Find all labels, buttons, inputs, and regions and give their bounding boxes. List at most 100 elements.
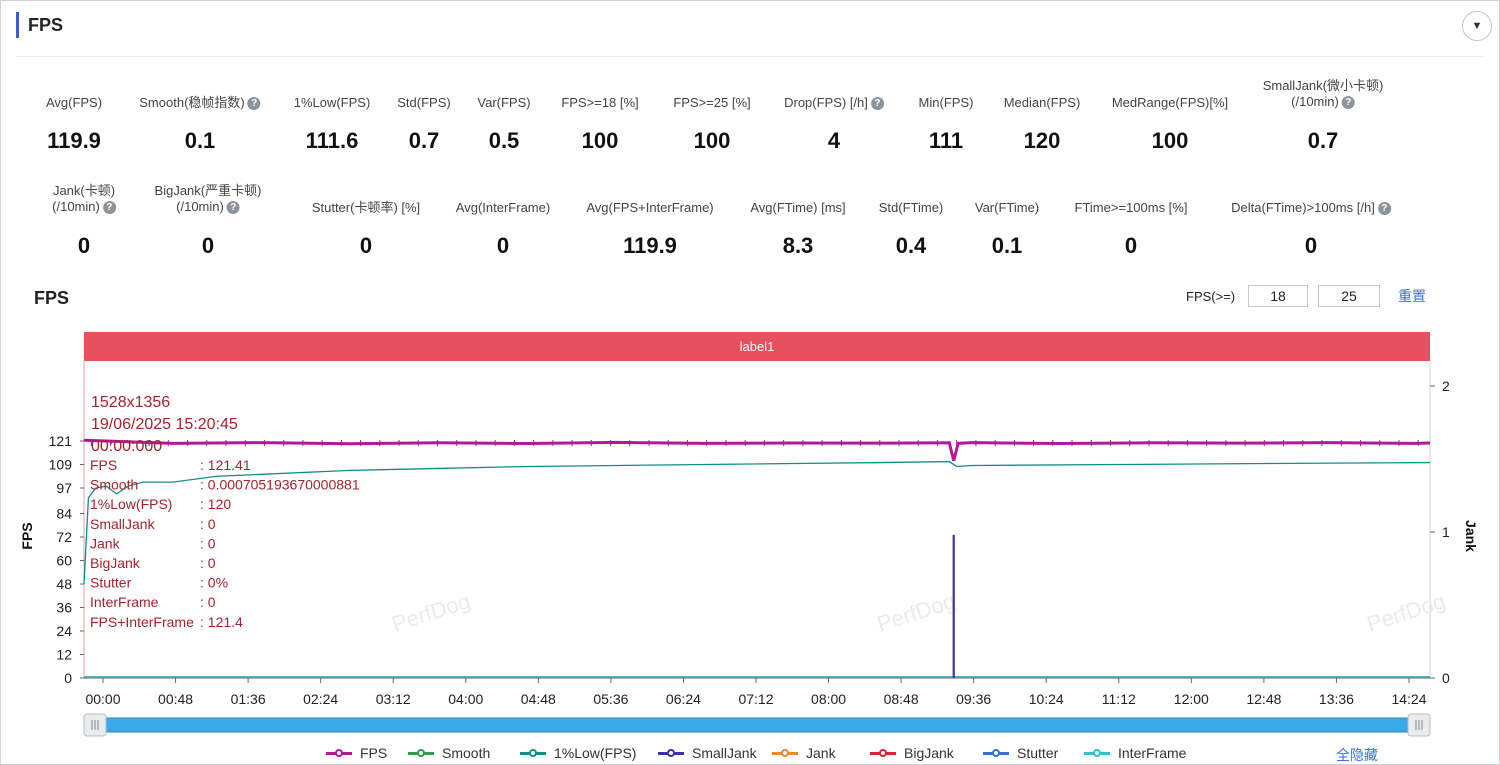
legend-item-jank[interactable]: Jank — [772, 745, 836, 761]
watermark-1: PerfDog — [874, 588, 958, 637]
metric-r1-4: Var(FPS) 0.5 — [477, 95, 531, 153]
x-tick-label-4: 03:12 — [376, 691, 411, 707]
metric-r2-4: Avg(FPS+InterFrame) 119.9 — [586, 200, 714, 258]
tooltip-resolution: 1528x1356 — [91, 394, 170, 411]
hide-all-button[interactable]: 全隐藏 — [1336, 747, 1378, 763]
triangle-down-icon: ▼ — [1471, 20, 1483, 32]
collapse-button[interactable]: ▼ — [1462, 11, 1492, 41]
x-tick-label-2: 01:36 — [231, 691, 266, 707]
legend-label: Smooth — [442, 745, 491, 761]
legend-label: SmallJank — [692, 745, 757, 761]
help-icon[interactable]: ? — [247, 97, 261, 111]
metric-r1-5: FPS>=18 [%] 100 — [561, 95, 639, 153]
metric-value: 0 — [359, 233, 373, 258]
metric-value: 0.1 — [184, 128, 216, 153]
y-tick-label-1: 12 — [56, 646, 72, 662]
tooltip-key-2: 1%Low(FPS) — [90, 496, 172, 512]
fps-threshold-input-1[interactable] — [1248, 285, 1308, 307]
legend-label: 1%Low(FPS) — [554, 745, 637, 761]
x-tick-label-17: 13:36 — [1319, 691, 1354, 707]
metric-value: 0 — [496, 233, 510, 258]
metric-value: 111 — [928, 128, 964, 153]
metric-label: BigJank(严重卡顿) — [154, 183, 262, 198]
divider — [16, 56, 1484, 57]
metric-r1-6: FPS>=25 [%] 100 — [673, 95, 751, 153]
metric-value: 0.4 — [895, 233, 927, 258]
metric-label: MedRange(FPS)[%] — [1111, 95, 1229, 110]
y2-tick-label-2: 2 — [1442, 378, 1450, 394]
help-icon[interactable]: ? — [226, 201, 240, 215]
legend-item-interframe[interactable]: InterFrame — [1084, 745, 1186, 761]
tooltip-key-0: FPS — [90, 457, 117, 473]
metric-label: SmallJank(微小卡顿) — [1262, 78, 1384, 93]
y-tick-label-9: 109 — [49, 457, 73, 473]
metric-value: 0.7 — [408, 128, 440, 153]
metric-label: Avg(FPS+InterFrame) — [586, 200, 714, 215]
fps-threshold-input-2[interactable] — [1318, 285, 1380, 307]
metric-label: 1%Low(FPS) — [293, 95, 371, 110]
metric-r1-11: SmallJank(微小卡顿) (/10min)? 0.7 — [1262, 78, 1384, 153]
legend-marker-icon — [772, 748, 798, 757]
tooltip-value-4: : 0 — [200, 535, 216, 551]
tooltip-key-5: BigJank — [90, 555, 141, 571]
label-bar-text: label1 — [740, 339, 775, 354]
metric-r1-9: Median(FPS) 120 — [1003, 95, 1081, 153]
y-tick-label-2: 24 — [56, 623, 72, 639]
tooltip-value-0: : 121.41 — [200, 457, 251, 473]
legend-item-fps[interactable]: FPS — [326, 745, 387, 761]
chart-title: FPS — [34, 288, 70, 308]
metric-label: FPS>=18 [%] — [561, 95, 639, 110]
metric-label: Avg(FPS) — [45, 95, 103, 110]
x-tick-label-12: 09:36 — [956, 691, 991, 707]
help-icon[interactable]: ? — [1377, 202, 1391, 216]
help-icon[interactable]: ? — [102, 201, 116, 215]
x-tick-label-13: 10:24 — [1029, 691, 1064, 707]
metric-label: Smooth(稳帧指数)? — [139, 95, 261, 111]
legend-item-bigjank[interactable]: BigJank — [870, 745, 954, 761]
range-slider-track — [87, 717, 1427, 733]
metric-value: 0.7 — [1307, 128, 1339, 153]
tooltip-value-8: : 121.4 — [200, 614, 243, 630]
reset-button[interactable]: 重置 — [1398, 288, 1426, 304]
y-tick-label-3: 36 — [56, 599, 72, 615]
metric-label: Jank(卡顿) — [52, 183, 116, 198]
metric-value: 0 — [1304, 233, 1318, 258]
metric-label: Var(FPS) — [477, 95, 531, 110]
series-1pct-low — [83, 460, 1431, 585]
fps-threshold-label: FPS(>=) — [1186, 288, 1236, 304]
metric-label: Delta(FTime)>100ms [/h]? — [1231, 200, 1391, 216]
legend-item-1-low-fps-[interactable]: 1%Low(FPS) — [520, 745, 636, 761]
legend-marker-icon — [326, 748, 352, 757]
tooltip-key-3: SmallJank — [90, 516, 156, 532]
legend-marker-icon — [408, 748, 434, 757]
legend-item-stutter[interactable]: Stutter — [983, 745, 1058, 761]
metric-label: Median(FPS) — [1003, 95, 1081, 110]
tooltip-datetime: 19/06/2025 15:20:45 — [91, 416, 238, 433]
x-tick-label-8: 06:24 — [666, 691, 701, 707]
x-tick-label-0: 00:00 — [85, 691, 120, 707]
metric-r1-2: 1%Low(FPS) 111.6 — [293, 95, 371, 153]
metric-r2-2: Stutter(卡顿率) [%] 0 — [312, 200, 420, 258]
metric-label-unit: (/10min)? — [52, 199, 116, 215]
legend-marker-icon — [520, 748, 546, 757]
metric-label: FPS>=25 [%] — [673, 95, 751, 110]
y-tick-label-8: 97 — [56, 480, 72, 496]
metric-label-unit: (/10min)? — [1263, 94, 1384, 110]
tooltip-key-4: Jank — [90, 535, 121, 551]
legend-item-smooth[interactable]: Smooth — [408, 745, 490, 761]
x-tick-label-6: 04:48 — [521, 691, 556, 707]
metric-value: 0 — [201, 233, 215, 258]
legend-label: InterFrame — [1118, 745, 1187, 761]
watermark-0: PerfDog — [389, 588, 473, 637]
help-icon[interactable]: ? — [1341, 96, 1355, 110]
y2-tick-label-0: 0 — [1442, 670, 1450, 686]
watermark-2: PerfDog — [1364, 588, 1448, 637]
legend-item-smalljank[interactable]: SmallJank — [658, 745, 757, 761]
tooltip-elapsed: 00:00:000 — [91, 438, 162, 455]
metric-r2-7: Var(FTime) 0.1 — [975, 200, 1039, 258]
help-icon[interactable]: ? — [870, 97, 884, 111]
tooltip-value-6: : 0% — [200, 575, 228, 591]
metric-r2-9: Delta(FTime)>100ms [/h]? 0 — [1231, 200, 1391, 258]
metric-r1-0: Avg(FPS) 119.9 — [45, 95, 103, 153]
